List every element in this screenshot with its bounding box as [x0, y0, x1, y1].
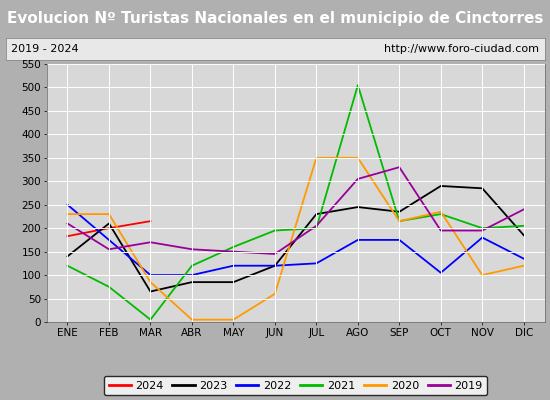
Text: 2019 - 2024: 2019 - 2024 [11, 44, 79, 54]
Legend: 2024, 2023, 2022, 2021, 2020, 2019: 2024, 2023, 2022, 2021, 2020, 2019 [104, 376, 487, 395]
Text: Evolucion Nº Turistas Nacionales en el municipio de Cinctorres: Evolucion Nº Turistas Nacionales en el m… [7, 12, 543, 26]
Text: http://www.foro-ciudad.com: http://www.foro-ciudad.com [384, 44, 539, 54]
